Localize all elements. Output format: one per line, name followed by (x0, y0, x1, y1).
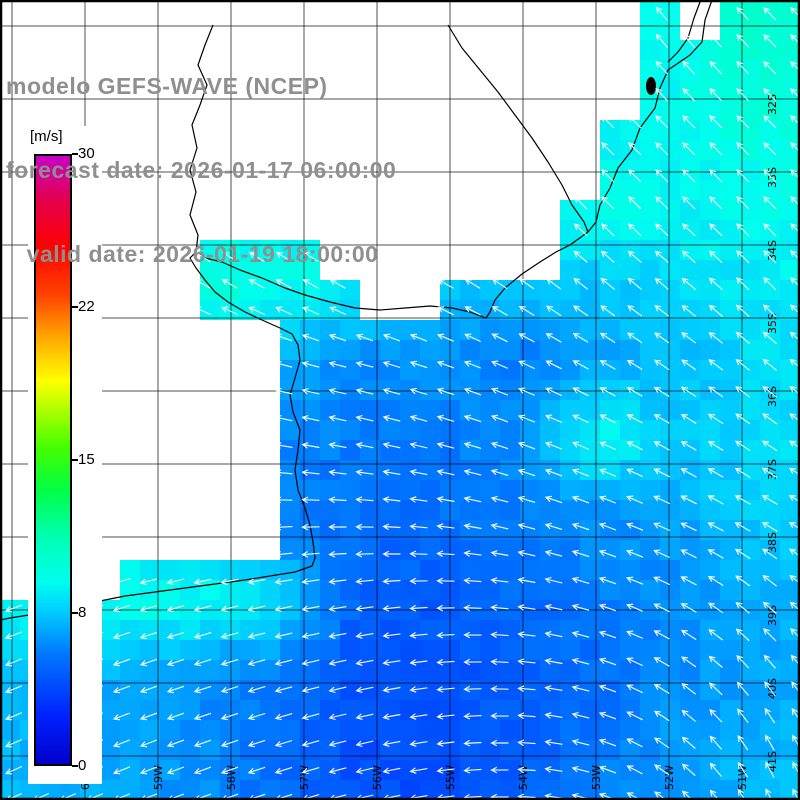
lat-label: 41S (766, 751, 779, 772)
wind-arrows (4, 6, 800, 800)
lon-label: 52W (663, 765, 676, 790)
lat-label: 40S (766, 678, 779, 699)
colorbar-tick-label: 15 (78, 451, 95, 468)
colorbar-tick-label: 8 (78, 604, 87, 621)
colorbar-tick-mark (72, 306, 78, 308)
colorbar-tick-mark (72, 153, 78, 155)
colorbar-tick-label: 30 (78, 145, 95, 162)
lat-label: 37S (766, 459, 779, 480)
graticule-labels: 32S33S34S35S36S37S38S39S40S41S60W59W58W5… (79, 94, 779, 790)
river-border (447, 24, 589, 233)
river-uruguay (189, 24, 214, 253)
lagoon-blob (646, 77, 656, 95)
lon-label: 54W (517, 765, 530, 790)
lat-label: 38S (766, 532, 779, 553)
lon-label: 51W (736, 765, 749, 790)
lon-label: 59W (152, 765, 165, 790)
colorbar: [m/s] 30 22 15 8 0 (28, 126, 102, 784)
lon-label: 53W (590, 765, 603, 790)
lat-label: 35S (766, 313, 779, 334)
coastal-lagoon-line (667, 1, 701, 63)
map-title-block: modelo GEFS-WAVE (NCEP) forecast date: 2… (6, 16, 396, 324)
lon-label: 56W (371, 765, 384, 790)
lon-label: 57W (298, 765, 311, 790)
colorbar-tick-mark (72, 459, 78, 461)
colorbar-unit-label: [m/s] (30, 128, 63, 145)
lon-label: 58W (225, 765, 238, 790)
lat-label: 34S (766, 240, 779, 261)
lat-label: 39S (766, 605, 779, 626)
colorbar-tick-label: 0 (78, 757, 87, 774)
valid-date: valid date: 2026-01-19 18:00:00 (6, 241, 379, 267)
forecast-date: forecast date: 2026-01-17 06:00:00 (6, 157, 397, 183)
lon-label: 55W (444, 765, 457, 790)
lat-label: 36S (766, 386, 779, 407)
lat-label: 32S (766, 94, 779, 115)
colorbar-tick-label: 22 (78, 298, 95, 315)
colorbar-tick-mark (72, 765, 78, 767)
colorbar-tick-mark (72, 612, 78, 614)
colorbar-gradient (34, 154, 72, 766)
lat-label: 33S (766, 167, 779, 188)
model-title: modelo GEFS-WAVE (NCEP) (6, 73, 328, 99)
